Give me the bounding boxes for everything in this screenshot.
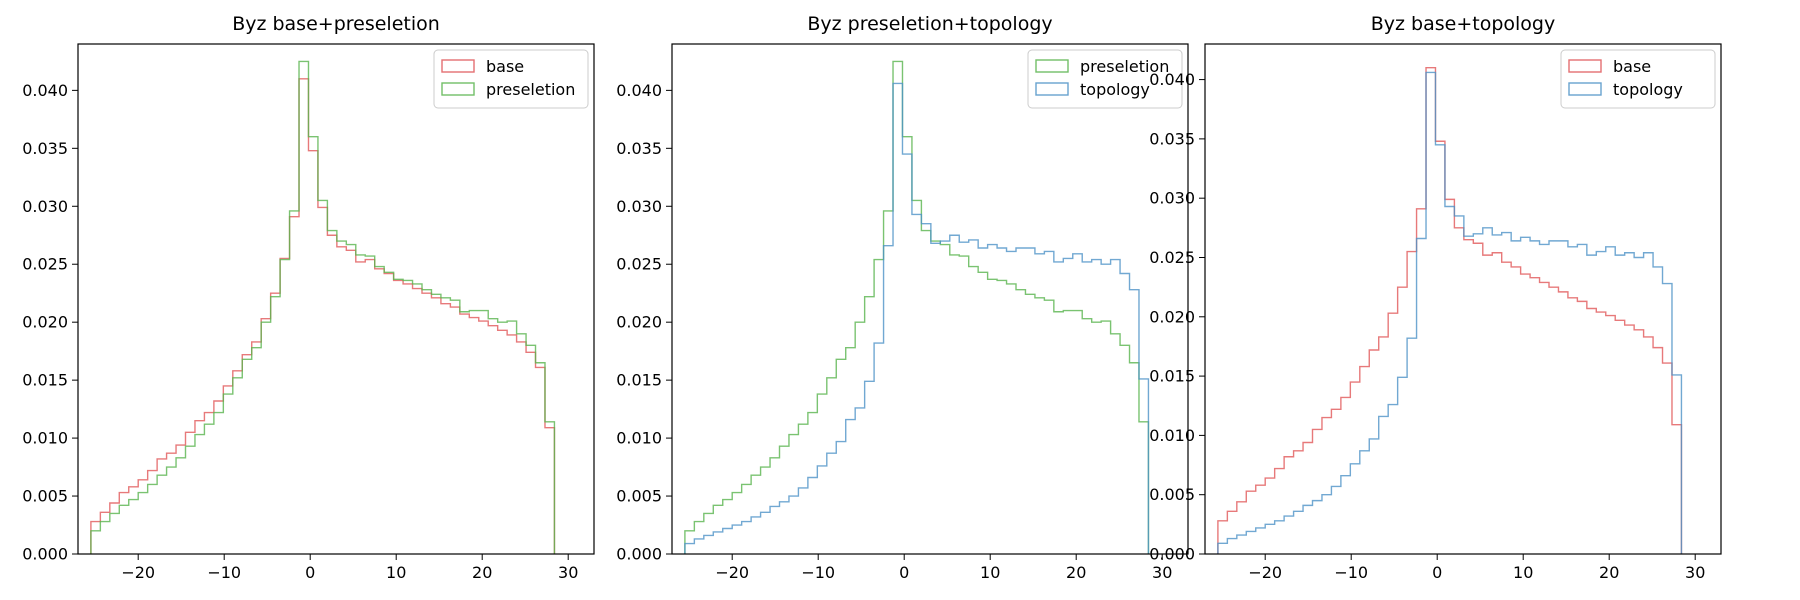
legend: base topology <box>1560 49 1716 109</box>
x-tick-label: −20 <box>1248 563 1282 582</box>
y-tick-label: 0.020 <box>1149 307 1195 326</box>
x-tick-label: 10 <box>1513 563 1533 582</box>
y-tick-label: 0.005 <box>22 487 68 506</box>
x-tick-label: 20 <box>1066 563 1086 582</box>
y-tick-label: 0.030 <box>616 197 662 216</box>
y-tick-label: 0.010 <box>616 429 662 448</box>
chart-panel-1: Byz base+preseletion −20 −10 0 10 20 30 0.000 0.… <box>22 13 595 582</box>
y-tick-label: 0.020 <box>22 313 68 332</box>
y-tick-label: 0.000 <box>1149 545 1195 564</box>
legend-swatch-base <box>441 59 475 73</box>
x-tick-label: 20 <box>472 563 492 582</box>
chart-title: Byz base+preseletion <box>232 13 440 35</box>
legend-box <box>1560 49 1716 109</box>
series-line-topology <box>684 82 1150 554</box>
y-tick-label: 0.000 <box>616 545 662 564</box>
y-tick-label: 0.035 <box>22 139 68 158</box>
y-tick-label: 0.005 <box>1149 485 1195 504</box>
x-tick-label: 0 <box>1432 563 1442 582</box>
y-tick-label: 0.015 <box>616 371 662 390</box>
legend-label-base: base <box>1613 57 1651 76</box>
axes-frame <box>1204 43 1722 555</box>
series-line-base <box>90 78 556 554</box>
x-tick-label: 30 <box>558 563 578 582</box>
x-tick-label: 10 <box>386 563 406 582</box>
legend-swatch-preseletion <box>1035 59 1069 73</box>
x-tick-label: 20 <box>1599 563 1619 582</box>
y-tick-label: 0.025 <box>1149 248 1195 267</box>
y-tick-label: 0.040 <box>616 81 662 100</box>
x-tick-label: −20 <box>715 563 749 582</box>
x-tick-label: 0 <box>305 563 315 582</box>
legend-label-topology: topology <box>1080 80 1150 99</box>
y-tick-label: 0.020 <box>616 313 662 332</box>
legend: base preseletion <box>433 49 589 109</box>
x-tick-label: 10 <box>980 563 1000 582</box>
legend-swatch-topology <box>1568 82 1602 96</box>
axes-frame <box>77 43 595 555</box>
y-tick-label: 0.010 <box>22 429 68 448</box>
y-tick-label: 0.010 <box>1149 426 1195 445</box>
y-tick-label: 0.015 <box>22 371 68 390</box>
legend-label-topology: topology <box>1613 80 1683 99</box>
x-tick-label: 0 <box>899 563 909 582</box>
y-tick-label: 0.005 <box>616 487 662 506</box>
x-tick-label: 30 <box>1152 563 1172 582</box>
chart-panel-2: Byz preseletion+topology −20 −10 0 10 20 30 0.0… <box>616 13 1189 582</box>
chart-title: Byz base+topology <box>1371 13 1555 35</box>
series-line-base <box>1217 67 1683 554</box>
y-tick-label: 0.000 <box>22 545 68 564</box>
y-tick-label: 0.035 <box>1149 129 1195 148</box>
x-tick-label: 30 <box>1685 563 1705 582</box>
series-line-preseletion <box>684 60 1150 554</box>
legend-label-preseletion: preseletion <box>486 80 575 99</box>
y-tick-label: 0.025 <box>22 255 68 274</box>
legend-box <box>433 49 589 109</box>
x-tick-label: −20 <box>121 563 155 582</box>
y-tick-label: 0.030 <box>22 197 68 216</box>
x-tick-label: −10 <box>801 563 835 582</box>
legend-swatch-preseletion <box>441 82 475 96</box>
legend-label-base: base <box>486 57 524 76</box>
x-tick-label: −10 <box>1334 563 1368 582</box>
series-line-preseletion <box>90 60 556 554</box>
y-tick-label: 0.040 <box>1149 70 1195 89</box>
y-tick-label: 0.030 <box>1149 189 1195 208</box>
x-tick-label: −10 <box>207 563 241 582</box>
legend-label-preseletion: preseletion <box>1080 57 1169 76</box>
legend-swatch-base <box>1568 59 1602 73</box>
y-tick-label: 0.040 <box>22 81 68 100</box>
chart-panel-3: Byz base+topology−20 −10 0 10 20 300.0000.005… <box>1149 13 1722 582</box>
legend-swatch-topology <box>1035 82 1069 96</box>
legend: preseletion topology <box>1027 49 1183 109</box>
axes-frame <box>671 43 1189 555</box>
legend-box <box>1027 49 1183 109</box>
y-tick-label: 0.025 <box>616 255 662 274</box>
chart-title: Byz preseletion+topology <box>807 13 1052 35</box>
y-tick-label: 0.015 <box>1149 367 1195 386</box>
y-tick-label: 0.035 <box>616 139 662 158</box>
series-line-topology <box>1217 71 1683 554</box>
